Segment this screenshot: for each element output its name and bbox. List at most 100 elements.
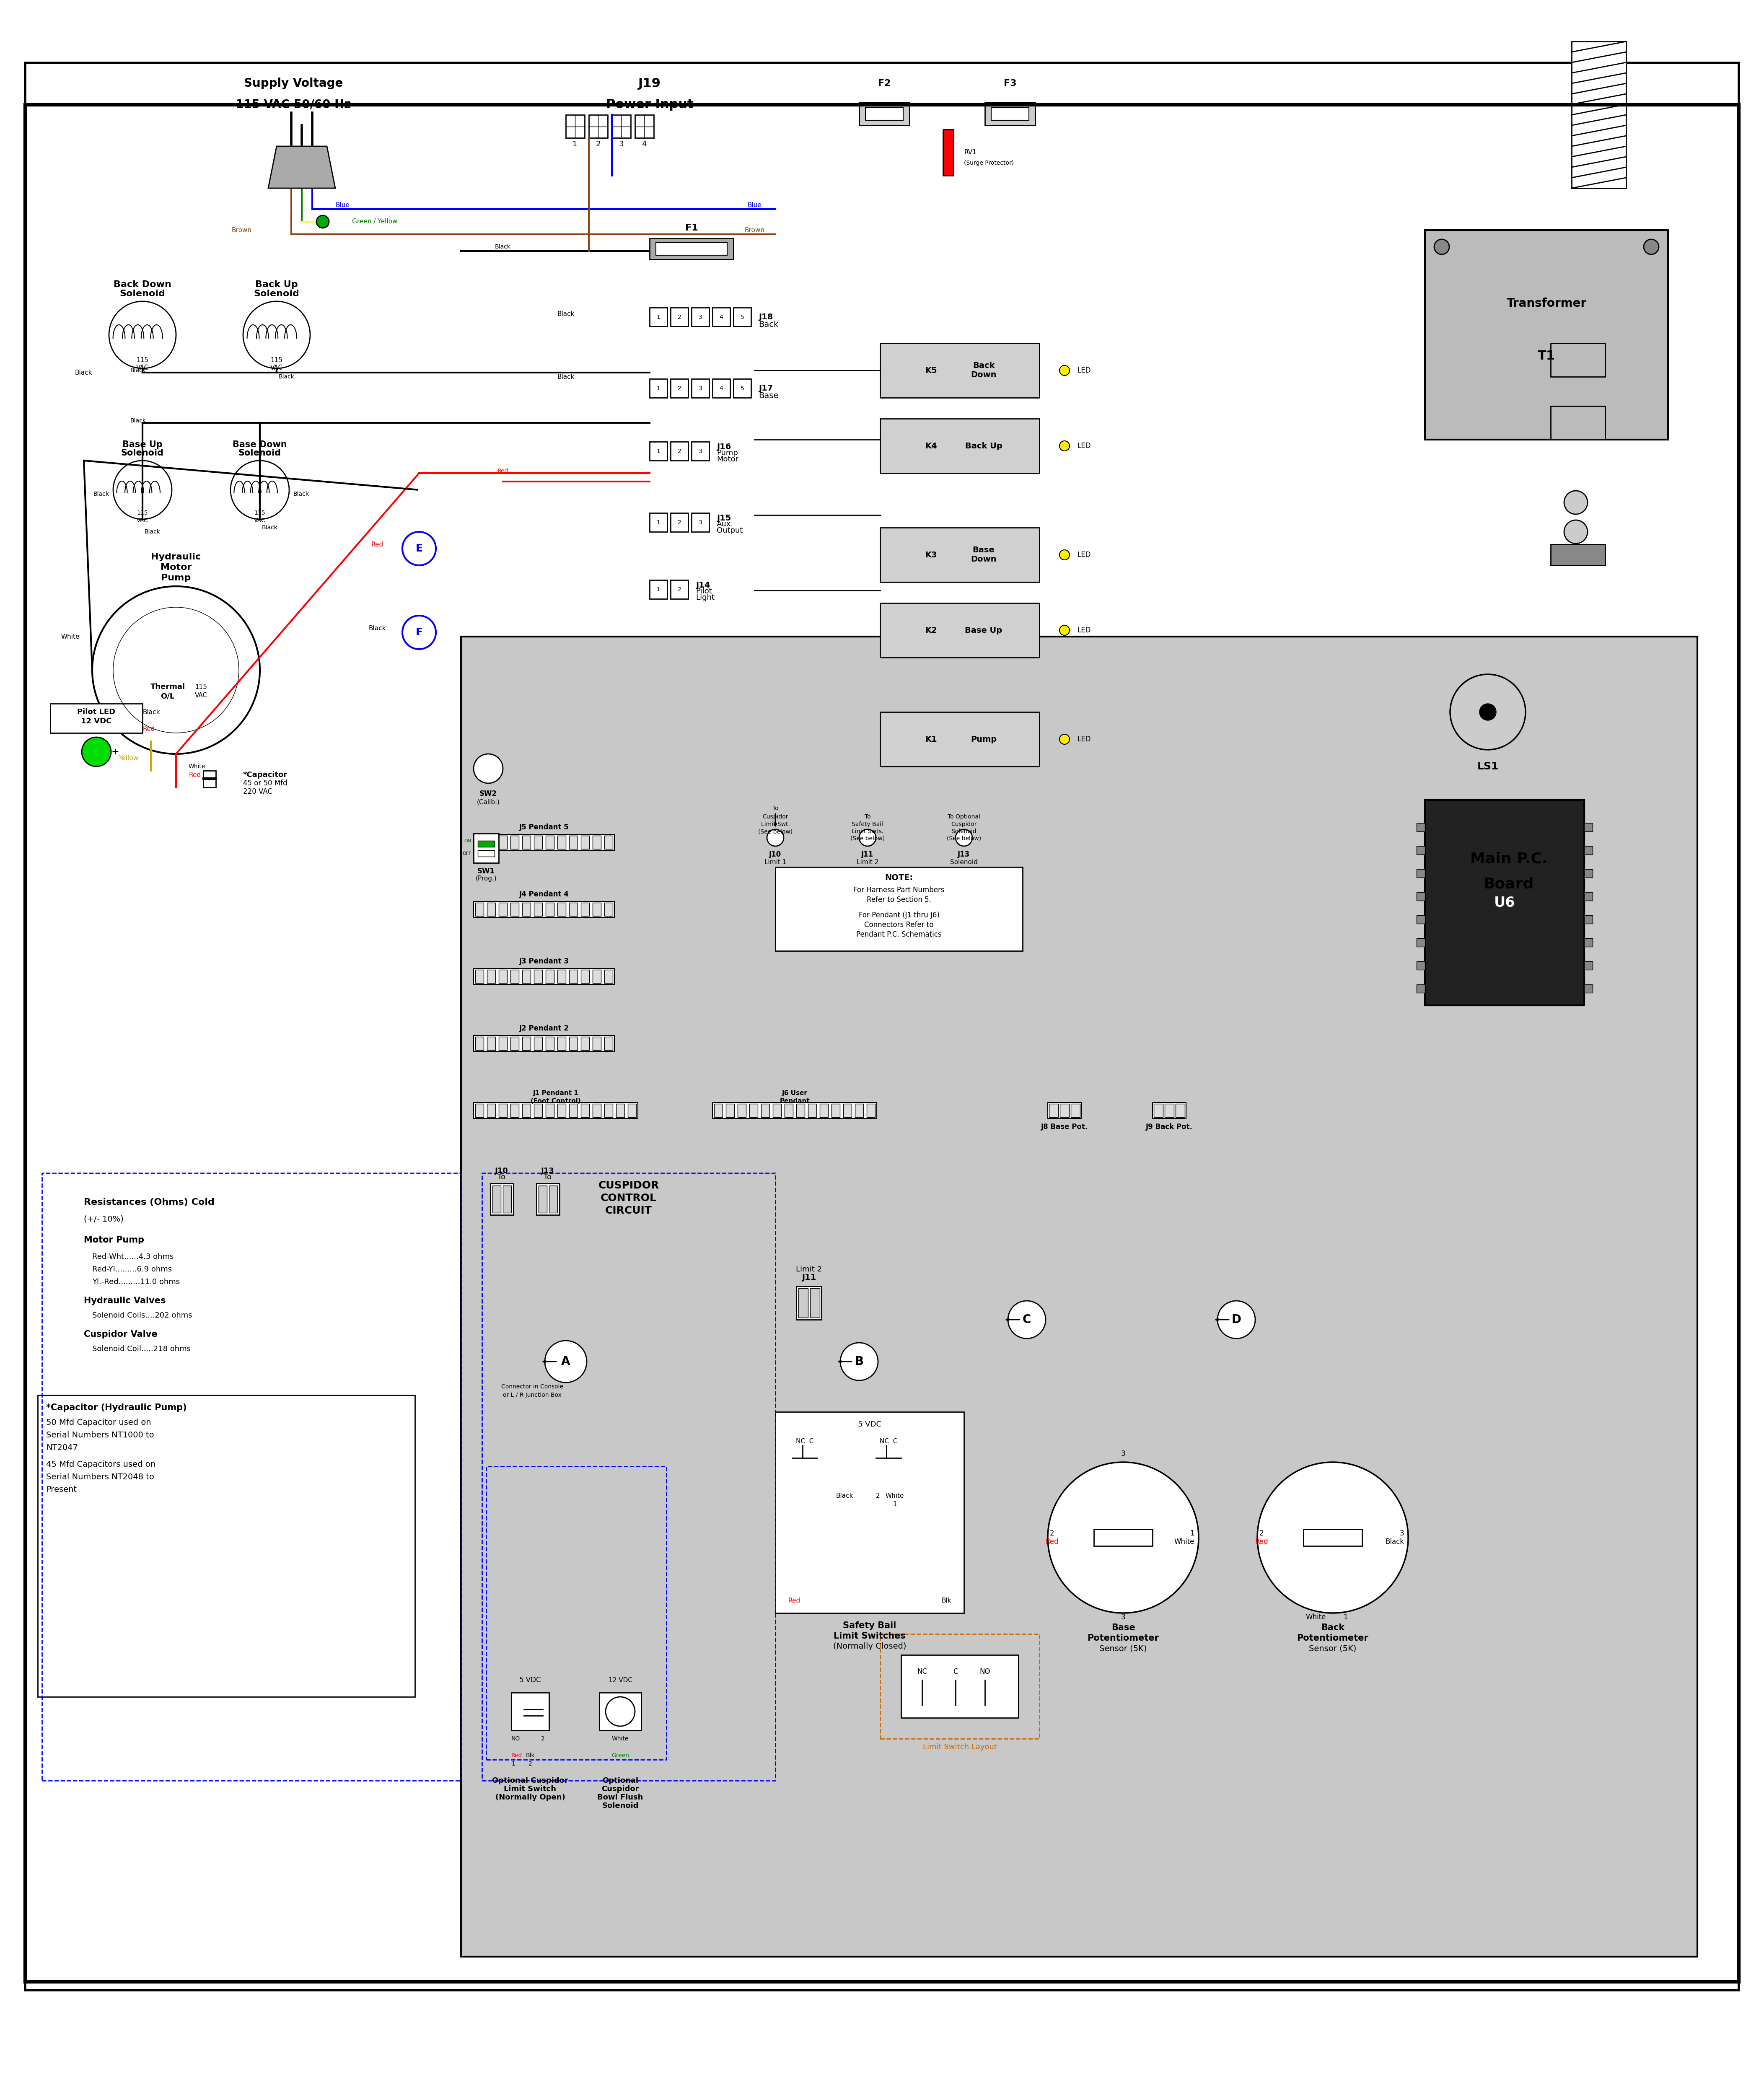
Bar (605, 1037, 612, 1049)
Bar (534, 1037, 542, 1049)
Text: K3: K3 (924, 552, 937, 558)
Bar (580, 836, 589, 848)
Bar (499, 836, 506, 848)
Circle shape (767, 830, 783, 846)
Bar (1584, 869, 1593, 877)
Bar (612, 114, 632, 137)
Circle shape (1565, 521, 1588, 543)
Bar (1416, 962, 1425, 971)
Text: Back Down: Back Down (113, 280, 171, 288)
Text: 1: 1 (656, 315, 660, 319)
Text: Cuspidor Valve: Cuspidor Valve (85, 1329, 157, 1338)
Bar (203, 772, 215, 788)
Circle shape (1434, 239, 1450, 255)
Text: Serial Numbers NT1000 to: Serial Numbers NT1000 to (46, 1431, 153, 1439)
Text: CUSPIDOR: CUSPIDOR (598, 1180, 660, 1190)
Text: Red-Wht......4.3 ohms: Red-Wht......4.3 ohms (92, 1253, 173, 1261)
Bar (473, 969, 614, 985)
Text: 4: 4 (642, 141, 647, 147)
Circle shape (92, 587, 259, 755)
Bar (51, 703, 143, 732)
Bar (1094, 1529, 1152, 1545)
Text: 1: 1 (1191, 1531, 1194, 1537)
Text: ON: ON (464, 840, 471, 844)
Text: Yellow: Yellow (118, 755, 138, 761)
Text: J8 Base Pot.: J8 Base Pot. (1041, 1124, 1088, 1130)
Bar (545, 836, 554, 848)
Text: 5: 5 (741, 315, 744, 319)
Text: F1: F1 (684, 224, 699, 232)
Text: 2: 2 (596, 141, 600, 147)
Text: 3: 3 (699, 521, 702, 525)
Text: Blue: Blue (748, 201, 762, 207)
Bar (831, 1103, 840, 1118)
Bar (713, 307, 730, 326)
Circle shape (1644, 239, 1658, 255)
Text: (Normally Open): (Normally Open) (496, 1794, 564, 1800)
Text: Aux.: Aux. (716, 521, 734, 529)
Bar (880, 711, 1039, 767)
Bar (522, 836, 531, 848)
Text: 4: 4 (720, 386, 723, 392)
Text: J13: J13 (542, 1168, 554, 1174)
Text: NC: NC (917, 1667, 928, 1676)
Text: Solenoid: Solenoid (951, 828, 977, 834)
Text: 1: 1 (656, 521, 660, 525)
Bar (510, 1103, 519, 1118)
Text: 1: 1 (1342, 1614, 1348, 1622)
Text: J11: J11 (801, 1273, 817, 1282)
Text: NT2047: NT2047 (46, 1444, 78, 1452)
Text: VAC: VAC (136, 518, 148, 523)
Bar (570, 1103, 577, 1118)
Text: Output: Output (716, 527, 743, 535)
Text: J11: J11 (861, 850, 873, 859)
Text: Limit Switch Layout: Limit Switch Layout (923, 1744, 997, 1750)
Text: Back: Back (759, 319, 778, 328)
Text: Brown: Brown (744, 226, 764, 232)
Text: NC  C: NC C (796, 1437, 813, 1444)
Text: 5 VDC: 5 VDC (857, 1421, 882, 1429)
Text: (See below): (See below) (947, 836, 981, 842)
Text: F3: F3 (1004, 79, 1016, 87)
Text: Cuspidor: Cuspidor (762, 813, 789, 819)
Bar (856, 1103, 863, 1118)
Text: 1: 1 (656, 386, 660, 392)
Text: NOTE:: NOTE: (886, 873, 914, 881)
Circle shape (231, 460, 289, 518)
Text: J9 Back Pot.: J9 Back Pot. (1147, 1124, 1192, 1130)
Text: 5: 5 (741, 386, 744, 392)
Text: 3: 3 (1399, 1531, 1404, 1537)
Bar (557, 902, 566, 917)
Circle shape (1450, 674, 1526, 749)
Text: E: E (416, 543, 423, 554)
Bar (1152, 1103, 1185, 1118)
Text: K1: K1 (924, 736, 937, 742)
Bar (475, 1037, 483, 1049)
Text: Board: Board (1484, 877, 1535, 892)
Bar (635, 114, 654, 137)
Bar (499, 1103, 506, 1118)
Text: Limit Switches: Limit Switches (834, 1632, 905, 1641)
Text: Blk: Blk (526, 1753, 534, 1759)
Bar (691, 442, 709, 460)
Text: To Optional: To Optional (947, 813, 981, 819)
Text: Limit Switch: Limit Switch (505, 1786, 556, 1792)
Bar (1416, 985, 1425, 993)
Text: J16: J16 (716, 442, 730, 450)
Text: or L / R Junction Box: or L / R Junction Box (503, 1392, 561, 1398)
Bar (1060, 1103, 1069, 1118)
Text: To: To (497, 1174, 506, 1180)
Bar (545, 1103, 554, 1118)
Text: Base: Base (1111, 1624, 1134, 1632)
Circle shape (402, 616, 436, 649)
Circle shape (109, 301, 176, 369)
Text: (Surge Protector): (Surge Protector) (963, 160, 1014, 166)
Text: 3: 3 (699, 386, 702, 392)
Bar (545, 1037, 554, 1049)
Text: Solenoid: Solenoid (122, 448, 164, 456)
Text: Red: Red (512, 1753, 522, 1759)
Text: VAC: VAC (254, 518, 266, 523)
Text: Yl.-Red.........11.0 ohms: Yl.-Red.........11.0 ohms (92, 1278, 180, 1286)
Text: J13: J13 (958, 850, 970, 859)
Bar (691, 307, 709, 326)
